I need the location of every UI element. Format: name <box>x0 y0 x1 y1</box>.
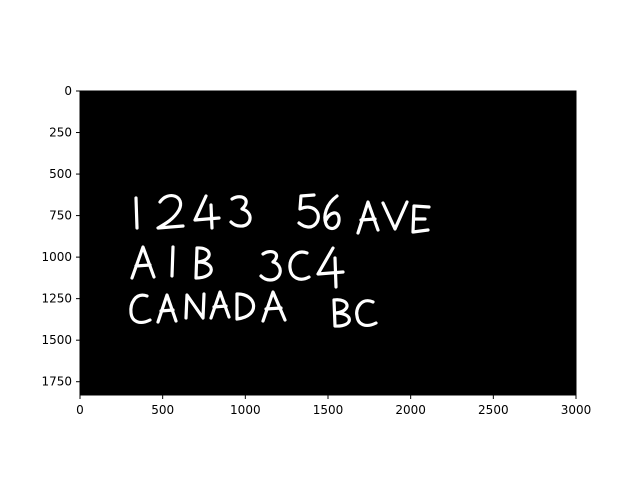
y-tick-label: 1250 <box>41 292 72 306</box>
y-axis-ticks: 0 250 500 750 1000 1250 1500 1750 <box>41 84 80 389</box>
x-tick-label: 3000 <box>561 403 592 417</box>
handwritten-line-3 <box>129 290 378 328</box>
y-tick-label: 750 <box>49 209 72 223</box>
y-tick-label: 500 <box>49 167 72 181</box>
handwriting-strokes <box>129 193 431 328</box>
handwritten-line-1 <box>134 193 431 235</box>
x-tick-label: 2500 <box>478 403 509 417</box>
x-tick-label: 1000 <box>230 403 261 417</box>
y-tick-label: 1500 <box>41 333 72 347</box>
image-area <box>80 91 576 395</box>
x-tick-label: 2000 <box>395 403 426 417</box>
y-tick-label: 1000 <box>41 250 72 264</box>
x-axis-ticks: 0 500 1000 1500 2000 2500 3000 <box>76 395 591 417</box>
handwritten-line-2 <box>130 245 345 289</box>
y-tick-label: 1750 <box>41 375 72 389</box>
x-tick-label: 0 <box>76 403 84 417</box>
y-tick-label: 250 <box>49 126 72 140</box>
y-tick-label: 0 <box>64 84 72 98</box>
x-tick-label: 1500 <box>313 403 344 417</box>
x-tick-label: 500 <box>151 403 174 417</box>
